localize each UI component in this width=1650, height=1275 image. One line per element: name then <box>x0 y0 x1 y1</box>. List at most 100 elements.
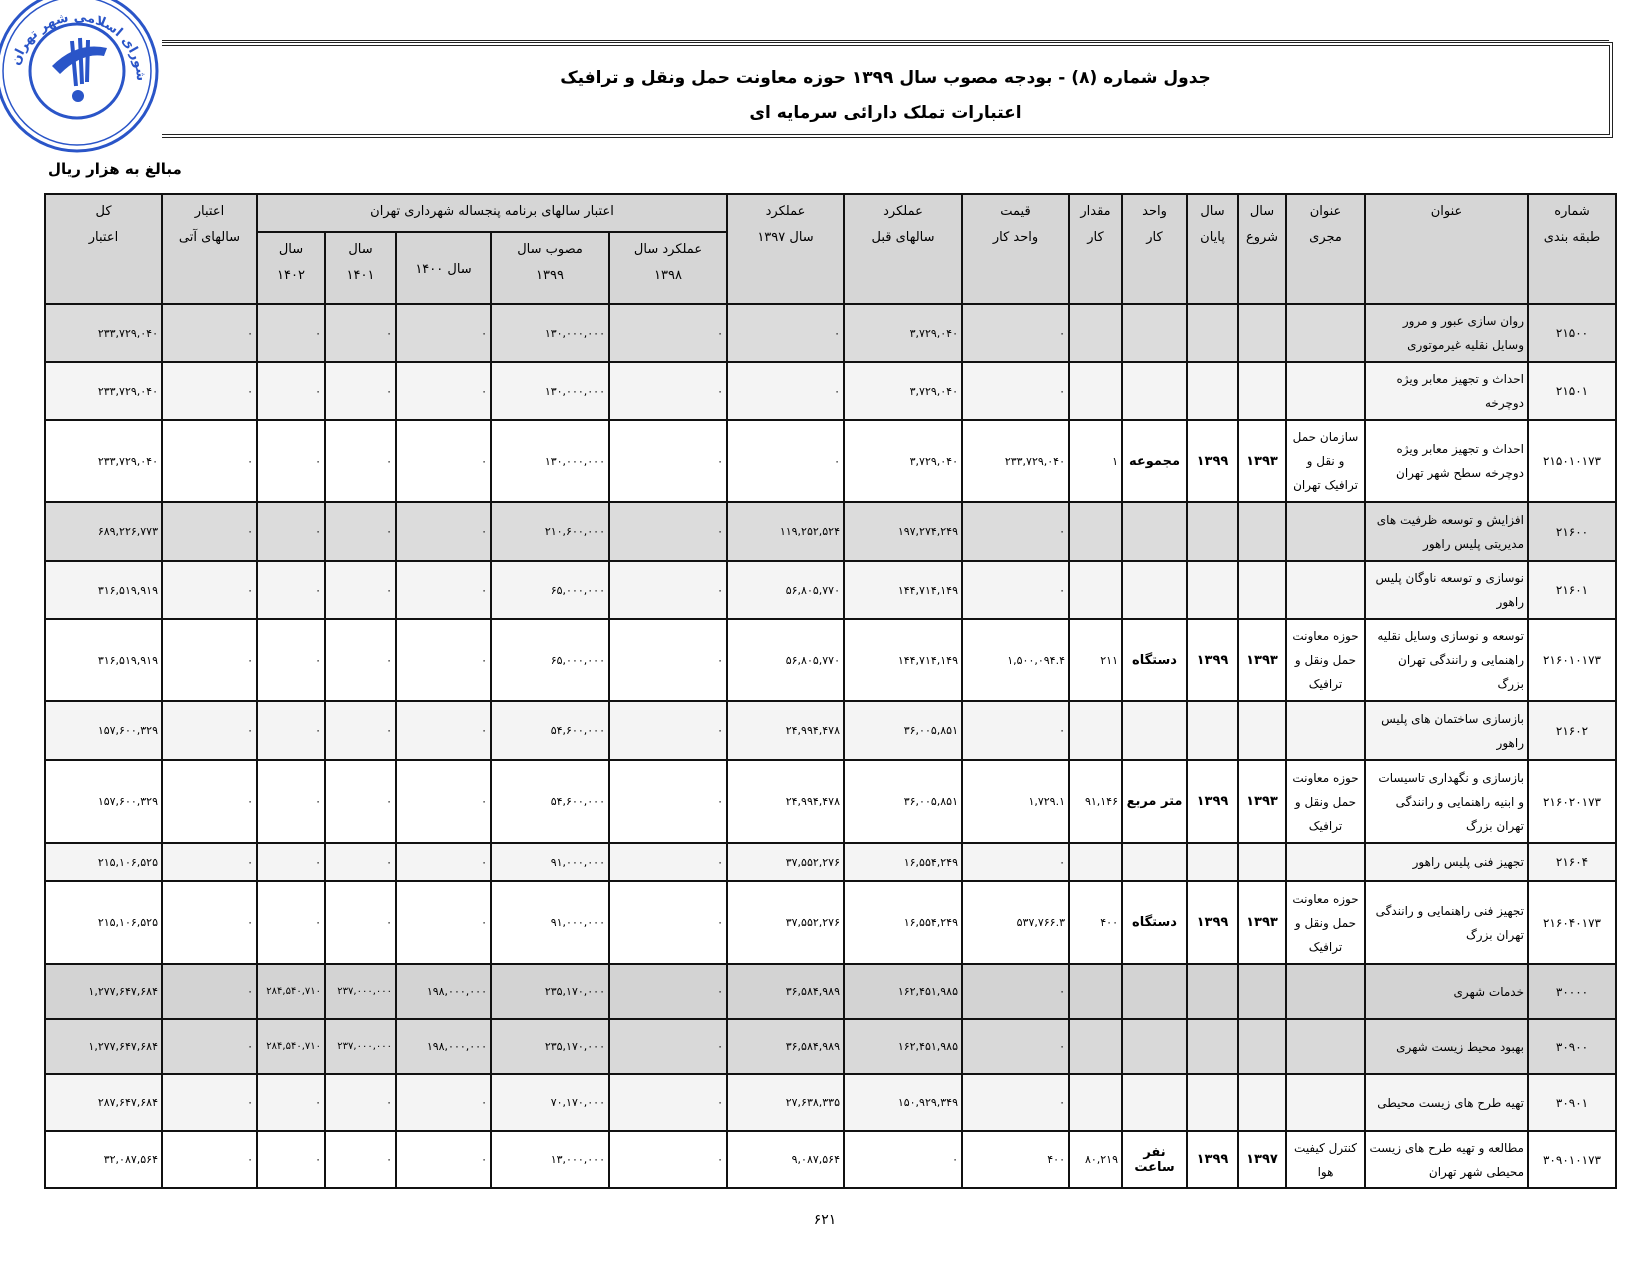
table-row: ۳۰۹۰۱۰۱۷۳ مطالعه و تهیه طرح های زیست محیط… <box>44 1130 1617 1189</box>
cell-qty <box>1068 303 1123 363</box>
cell-unit-price: ۴۰۰ <box>961 1130 1070 1189</box>
cell-perf-1398: ۰ <box>608 501 728 562</box>
cell-title: توسعه و نوسازی وسایل نقلیه راهنمایی و را… <box>1364 618 1529 702</box>
cell-total: ۳۲,۰۸۷,۵۶۴ <box>44 1130 163 1189</box>
cell-value: ۱,۷۲۹.۱ <box>1028 795 1065 808</box>
cell-value: ۶۵,۰۰۰,۰۰۰ <box>550 583 605 597</box>
cell-value: ۵۳۷,۷۶۶.۳ <box>1016 916 1065 929</box>
cell-value: ۰ <box>386 1096 392 1109</box>
cell-y1402: ۰ <box>256 759 326 844</box>
table-row: ۲۱۶۰۴۰۱۷۳ تجهیز فنی راهنمایی و رانندگی ته… <box>44 880 1617 965</box>
cell-value: ۲۳۵,۱۷۰,۰۰۰ <box>544 985 605 998</box>
cell-y1402: ۰ <box>256 419 326 503</box>
cell-y1401: ۰ <box>324 361 397 421</box>
cell-value: ۰ <box>247 583 253 597</box>
page-number: ۶۲۱ <box>813 1212 837 1228</box>
cell-value: ۱۵۰,۹۲۹,۳۴۹ <box>897 1096 958 1109</box>
cell-perf-1397: ۳۷,۵۵۲,۲۷۶ <box>726 842 845 882</box>
cell-value: ۲۱۵,۱۰۶,۵۲۵ <box>97 855 158 869</box>
cell-end: ۱۳۹۹ <box>1186 419 1239 503</box>
cell-end <box>1186 501 1239 562</box>
cell-prev-years: ۱۶,۵۵۴,۲۴۹ <box>843 842 963 882</box>
cell-value: ۰ <box>247 653 253 667</box>
cell-value: ۰ <box>315 795 321 808</box>
cell-unit: دستگاه <box>1121 880 1188 965</box>
cell-total: ۲۱۵,۱۰۶,۵۲۵ <box>44 842 163 882</box>
cell-code: ۲۱۶۰۴۰۱۷۳ <box>1527 880 1617 965</box>
cell-qty: ۱ <box>1068 419 1123 503</box>
cell-prev-years: ۱۶,۵۵۴,۲۴۹ <box>843 880 963 965</box>
cell-end <box>1186 842 1239 882</box>
header-text: سالهای آتی <box>178 230 241 245</box>
cell-value: ۰ <box>315 916 321 929</box>
cell-y1400: ۰ <box>395 501 492 562</box>
cell-executor: کنترل کیفیت هوا <box>1285 1130 1366 1189</box>
cell-unit-price: ۰ <box>961 1073 1070 1132</box>
cell-value: ۲۸۷,۶۴۷,۶۸۴ <box>97 1096 158 1109</box>
cell-executor <box>1285 560 1366 620</box>
cell-y1402: ۰ <box>256 618 326 702</box>
cell-value: ۰ <box>717 855 723 869</box>
cell-value: ۳۶,۰۰۵,۸۵۱ <box>903 795 958 808</box>
cell-title: نوسازی و توسعه ناوگان پلیس راهور <box>1364 560 1529 620</box>
cell-value: ۰ <box>481 724 487 737</box>
cell-title: افزایش و توسعه ظرفیت های مدیریتی پلیس را… <box>1364 501 1529 562</box>
cell-total: ۱۵۷,۶۰۰,۳۲۹ <box>44 759 163 844</box>
cell-value: ۳,۷۲۹,۰۴۰ <box>909 384 958 398</box>
header-text: سال ۱۳۹۷ <box>757 230 814 245</box>
header-unit: واحد کار <box>1121 193 1188 305</box>
cell-value: ۳,۷۲۹,۰۴۰ <box>909 326 958 340</box>
cell-approved-1399: ۶۵,۰۰۰,۰۰۰ <box>490 618 610 702</box>
cell-future: ۰ <box>161 419 258 503</box>
header-total: کل اعتبار <box>44 193 163 305</box>
cell-perf-1398: ۰ <box>608 618 728 702</box>
cell-future: ۰ <box>161 618 258 702</box>
header-executor: عنوان مجری <box>1285 193 1366 305</box>
cell-perf-1398: ۰ <box>608 361 728 421</box>
cell-value: ۳۷,۵۵۲,۲۷۶ <box>785 916 840 929</box>
cell-perf-1397: ۰ <box>726 361 845 421</box>
cell-y1401: ۰ <box>324 880 397 965</box>
cell-y1400: ۱۹۸,۰۰۰,۰۰۰ <box>395 1018 492 1075</box>
cell-value: ۲۳۳,۷۲۹,۰۴۰ <box>97 326 158 340</box>
cell-value: ۱۴۴,۷۱۴,۱۴۹ <box>897 653 958 667</box>
cell-unit <box>1121 361 1188 421</box>
cell-value: ۰ <box>315 1153 321 1166</box>
cell-unit <box>1121 1018 1188 1075</box>
header-text: کل <box>95 204 112 219</box>
header-y1401: سال ۱۴۰۱ <box>324 231 397 305</box>
table-row: ۲۱۶۰۱ نوسازی و توسعه ناوگان پلیس راهور ۰ ۱۴… <box>44 560 1617 620</box>
cell-title: خدمات شهری <box>1364 963 1529 1020</box>
cell-approved-1399: ۲۳۵,۱۷۰,۰۰۰ <box>490 1018 610 1075</box>
council-seal-stamp: مصوبات شورای اسلامی شهر تهران <box>0 0 159 153</box>
cell-value: ۳,۷۲۹,۰۴۰ <box>909 454 958 468</box>
cell-code: ۳۰۹۰۱۰۱۷۳ <box>1527 1130 1617 1189</box>
cell-value: ۰ <box>1059 1096 1065 1109</box>
cell-prev-years: ۱۵۰,۹۲۹,۳۴۹ <box>843 1073 963 1132</box>
cell-value: ۰ <box>386 326 392 340</box>
cell-y1402: ۰ <box>256 1130 326 1189</box>
cell-unit <box>1121 303 1188 363</box>
cell-start <box>1237 303 1287 363</box>
cell-unit <box>1121 963 1188 1020</box>
header-text: کار <box>1146 230 1163 245</box>
cell-value: ۰ <box>247 1153 253 1166</box>
cell-value: ۰ <box>481 583 487 597</box>
table-row: ۳۰۹۰۰ بهبود محیط زیست شهری ۰ ۱۶۲,۴۵۱,۹۸۵ ۳۶,… <box>44 1018 1617 1075</box>
cell-value: ۰ <box>315 1096 321 1109</box>
cell-value: ۰ <box>717 724 723 737</box>
cell-value: ۰ <box>1059 724 1065 737</box>
cell-title: بازسازی و نگهداری تاسیسات و ابنیه راهنما… <box>1364 759 1529 844</box>
cell-total: ۲۳۳,۷۲۹,۰۴۰ <box>44 419 163 503</box>
cell-unit-price: ۱,۵۰۰,۰۹۴.۴ <box>961 618 1070 702</box>
cell-future: ۰ <box>161 303 258 363</box>
cell-start <box>1237 963 1287 1020</box>
cell-executor <box>1285 842 1366 882</box>
cell-value: ۰ <box>315 653 321 667</box>
cell-unit <box>1121 501 1188 562</box>
cell-value: ۰ <box>717 985 723 998</box>
cell-code: ۲۱۵۰۱ <box>1527 361 1617 421</box>
header-text: پایان <box>1200 230 1225 245</box>
cell-total: ۲۳۳,۷۲۹,۰۴۰ <box>44 361 163 421</box>
header-text: ۱۴۰۱ <box>346 268 375 283</box>
